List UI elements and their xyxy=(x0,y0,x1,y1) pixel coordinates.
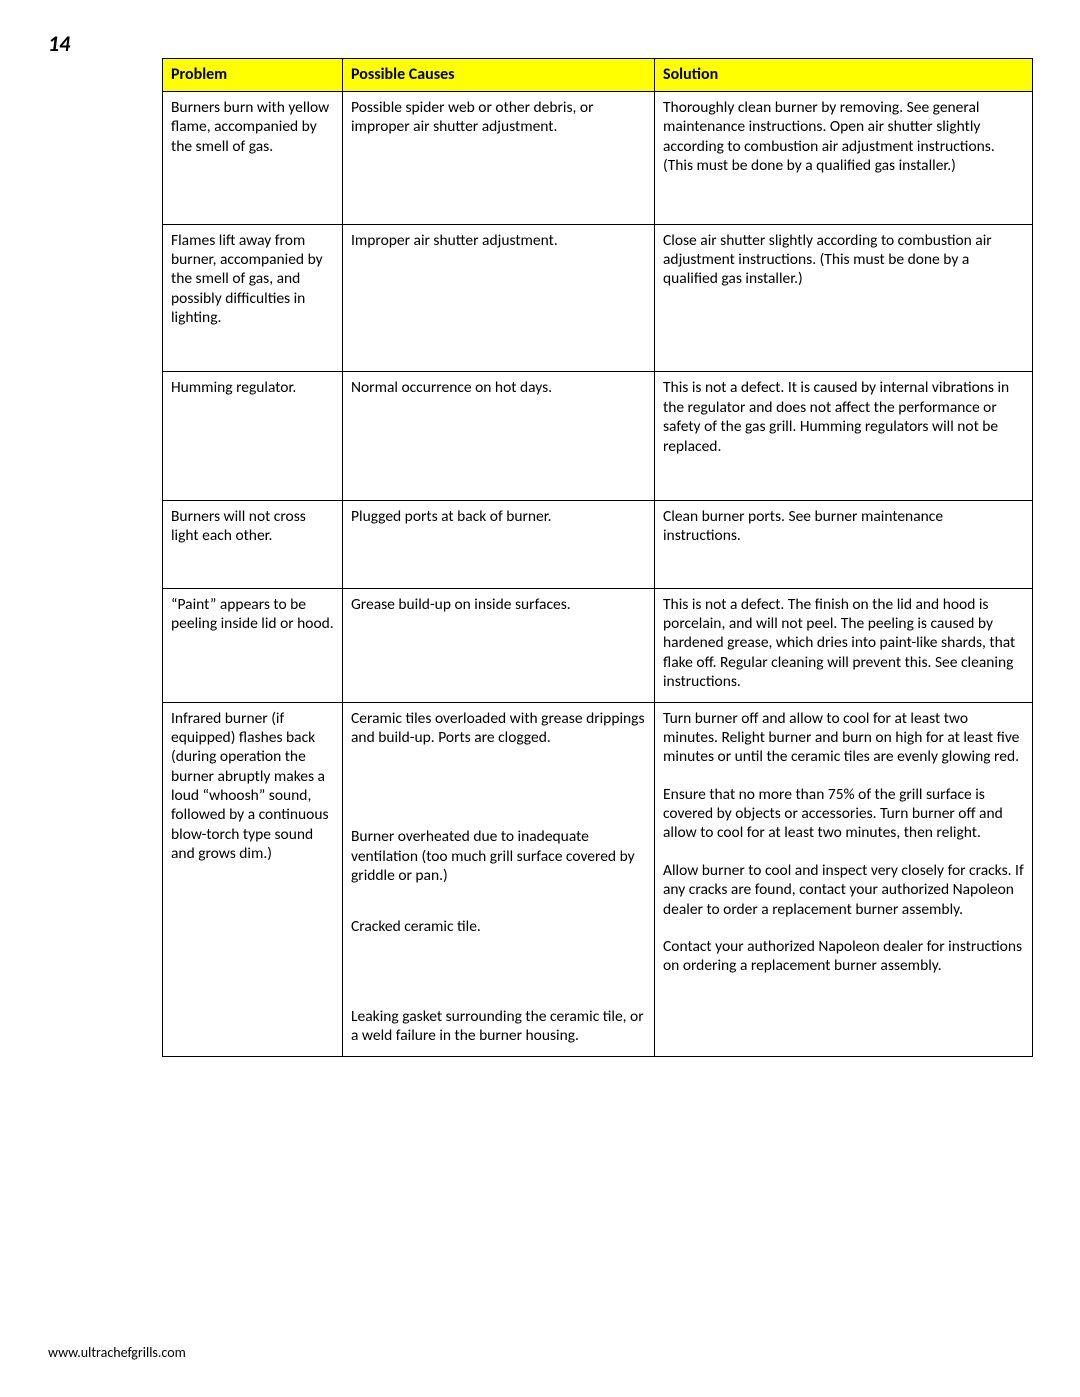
cell-cause: Normal occurrence on hot days. xyxy=(343,372,655,501)
cause-block: Ceramic tiles overloaded with grease dri… xyxy=(351,709,646,748)
table-row: Humming regulator. Normal occurrence on … xyxy=(163,372,1033,501)
cell-cause: Possible spider web or other debris, or … xyxy=(343,92,655,225)
cell-cause: Plugged ports at back of burner. xyxy=(343,500,655,588)
footer-url: www.ultrachefgrills.com xyxy=(48,1344,186,1361)
cell-cause: Improper air shutter adjustment. xyxy=(343,224,655,372)
cell-solution: This is not a defect. It is caused by in… xyxy=(655,372,1033,501)
table-row: Flames lift away from burner, accompanie… xyxy=(163,224,1033,372)
troubleshoot-table-wrap: Problem Possible Causes Solution Burners… xyxy=(162,58,1032,1057)
cell-cause: Grease build-up on inside surfaces. xyxy=(343,588,655,702)
cell-problem: Burners will not cross light each other. xyxy=(163,500,343,588)
cell-solution: Turn burner off and allow to cool for at… xyxy=(655,702,1033,1056)
cause-block: Burner overheated due to inadequate vent… xyxy=(351,827,646,885)
table-row: “Paint” appears to be peeling inside lid… xyxy=(163,588,1033,702)
cell-solution: Close air shutter slightly according to … xyxy=(655,224,1033,372)
cause-block: Leaking gasket surrounding the ceramic t… xyxy=(351,1007,646,1046)
page-number: 14 xyxy=(48,30,70,57)
cell-problem: Infrared burner (if equipped) flashes ba… xyxy=(163,702,343,1056)
col-header-solution: Solution xyxy=(655,59,1033,92)
cell-solution: This is not a defect. The finish on the … xyxy=(655,588,1033,702)
cause-block: Cracked ceramic tile. xyxy=(351,917,646,936)
cell-problem: “Paint” appears to be peeling inside lid… xyxy=(163,588,343,702)
cell-problem: Humming regulator. xyxy=(163,372,343,501)
troubleshoot-table: Problem Possible Causes Solution Burners… xyxy=(162,58,1033,1057)
solution-block: Allow burner to cool and inspect very cl… xyxy=(663,861,1024,919)
cell-solution: Thoroughly clean burner by removing. See… xyxy=(655,92,1033,225)
solution-block: Ensure that no more than 75% of the gril… xyxy=(663,785,1024,843)
cell-cause: Ceramic tiles overloaded with grease dri… xyxy=(343,702,655,1056)
table-row: Burners burn with yellow flame, accompan… xyxy=(163,92,1033,225)
solution-block: Contact your authorized Napoleon dealer … xyxy=(663,937,1024,976)
table-row: Burners will not cross light each other.… xyxy=(163,500,1033,588)
solution-block: Turn burner off and allow to cool for at… xyxy=(663,709,1024,767)
cell-problem: Burners burn with yellow flame, accompan… xyxy=(163,92,343,225)
cell-problem: Flames lift away from burner, accompanie… xyxy=(163,224,343,372)
col-header-problem: Problem xyxy=(163,59,343,92)
table-row: Infrared burner (if equipped) flashes ba… xyxy=(163,702,1033,1056)
table-header-row: Problem Possible Causes Solution xyxy=(163,59,1033,92)
col-header-cause: Possible Causes xyxy=(343,59,655,92)
cell-solution: Clean burner ports. See burner maintenan… xyxy=(655,500,1033,588)
